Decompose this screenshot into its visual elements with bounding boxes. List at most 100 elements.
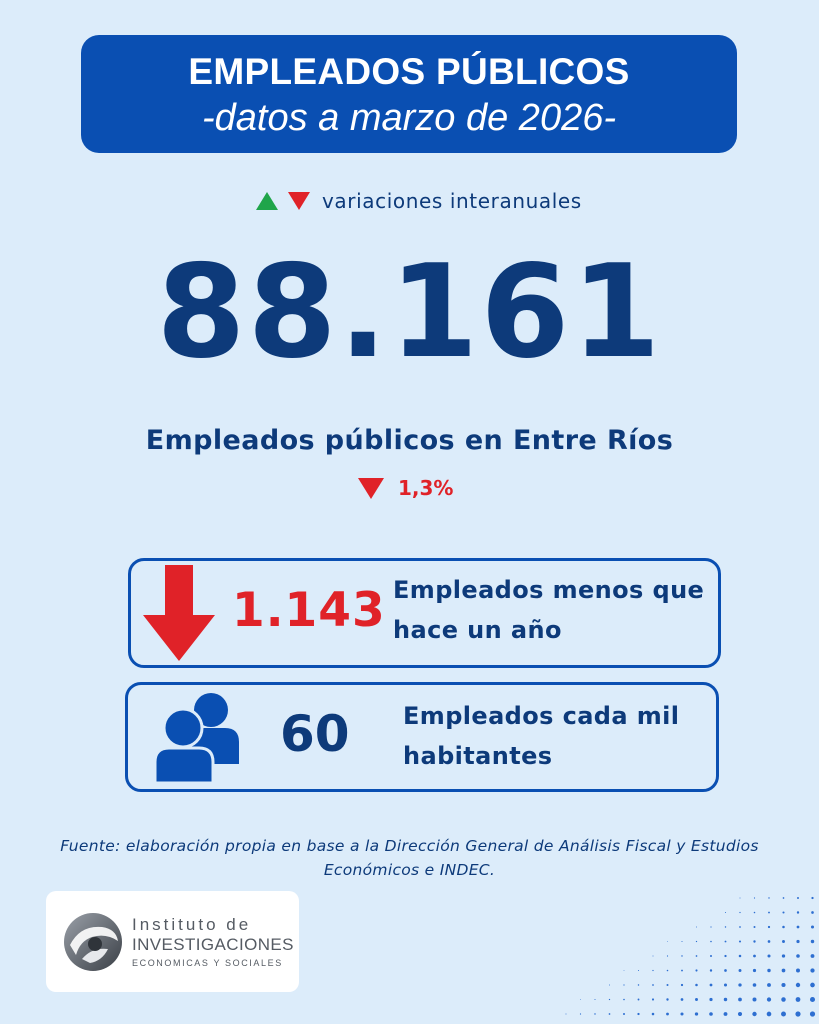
decorative-dot [724, 969, 727, 972]
decorative-dot [695, 955, 698, 957]
decorative-dot [796, 939, 800, 944]
decorative-dot [782, 897, 785, 899]
decorative-dot [753, 954, 756, 958]
decorative-dot [739, 911, 741, 914]
total-employees-value: 88.161 [156, 238, 663, 387]
decorative-dot [810, 982, 815, 988]
decorative-dot [809, 996, 816, 1003]
decorative-dot [767, 925, 771, 929]
decorative-dot [782, 940, 785, 943]
decorative-dot [724, 911, 727, 914]
decorative-dot [766, 997, 772, 1002]
yearly-change: 1,3% [358, 476, 453, 500]
triangle-up-icon [256, 192, 278, 210]
decorative-dot [795, 982, 801, 988]
decorative-dot [580, 999, 581, 1000]
decorative-dot [680, 1012, 684, 1016]
decorative-dot [782, 925, 785, 929]
decorative-dot [796, 925, 800, 929]
decorative-dot [666, 969, 669, 972]
decorative-dot [738, 969, 742, 972]
decorative-dot [710, 926, 712, 928]
total-employees-label: Empleados públicos en Entre Ríos [145, 425, 674, 456]
decorative-dot [579, 1013, 582, 1015]
decorative-dot [608, 1013, 611, 1015]
decorative-dot [810, 954, 815, 958]
title-banner: EMPLEADOS PÚBLICOS -datos a marzo de 202… [81, 35, 737, 153]
decorative-dot [724, 940, 727, 943]
decorative-dot [753, 940, 756, 943]
decorative-dot [623, 984, 625, 986]
decorative-dot [752, 968, 757, 973]
decorative-dot [766, 1011, 772, 1017]
decorative-dot [724, 926, 727, 928]
decorative-dot [810, 939, 815, 944]
decorative-dot [752, 1011, 757, 1017]
decorative-dot [594, 1013, 596, 1015]
decorative-dot [781, 1011, 786, 1017]
decorative-dot [681, 955, 683, 957]
decorative-dot [709, 1012, 713, 1016]
decorative-dot [666, 983, 669, 987]
decorative-dot [795, 997, 801, 1002]
decorative-dot [738, 983, 742, 987]
employees-fewer-value: 1.143 [232, 583, 386, 638]
decorative-dot [695, 940, 698, 943]
decorative-dot [753, 911, 756, 914]
decorative-dot [738, 940, 742, 943]
institute-logo: Instituto de INVESTIGACIONES ECONOMICAS … [46, 891, 299, 992]
decorative-dot [622, 1012, 626, 1016]
decorative-dots [565, 896, 816, 1017]
institute-logo-mark-icon [64, 913, 122, 971]
triangle-down-icon [358, 477, 384, 499]
source-note: Fuente: elaboración propia en base a la … [60, 837, 759, 879]
decorative-dot [723, 997, 728, 1002]
logo-line-2: INVESTIGACIONES [132, 935, 294, 954]
decorative-dot [637, 984, 640, 986]
decorative-dot [811, 896, 814, 900]
legend-label: variaciones interanuales [322, 189, 582, 213]
decorative-dot [652, 955, 654, 957]
arrow-down-icon [143, 565, 215, 661]
yearly-change-value: 1,3% [398, 476, 454, 500]
decorative-dot [739, 897, 741, 899]
decorative-dot [666, 955, 669, 957]
decorative-dot [738, 997, 742, 1002]
decorative-dot [608, 998, 611, 1001]
decorative-dot [737, 1011, 743, 1017]
decorative-dot [767, 968, 771, 973]
decorative-dot [768, 911, 770, 914]
decorative-dot [637, 998, 640, 1001]
decorative-dot [681, 940, 683, 943]
decorative-dot [781, 968, 786, 973]
decorative-dot [709, 983, 713, 987]
decorative-dot [666, 1012, 669, 1016]
decorative-dot [637, 969, 640, 972]
employees-per-thousand-text: Empleados cada mil habitantes [403, 702, 680, 770]
decorative-dot [652, 969, 654, 972]
decorative-dot [710, 955, 712, 957]
decorative-dot [609, 984, 610, 986]
decorative-dot [651, 1012, 655, 1016]
decorative-dot [695, 998, 698, 1001]
decorative-dot [810, 925, 815, 929]
decorative-dot [724, 954, 727, 958]
decorative-dot [723, 983, 728, 987]
decorative-dot [781, 954, 786, 958]
decorative-dot [680, 983, 684, 987]
decorative-dot [694, 1012, 699, 1016]
decorative-dot [623, 998, 625, 1001]
decorative-dot [781, 997, 786, 1002]
decorative-dot [795, 1011, 801, 1017]
decorative-dot [809, 1011, 816, 1017]
decorative-dot [796, 954, 800, 958]
decorative-dot [753, 897, 756, 899]
decorative-dot [782, 911, 785, 914]
employees-per-thousand-value: 60 [280, 705, 350, 763]
decorative-dot [637, 1012, 640, 1016]
decorative-dot [680, 998, 684, 1001]
triangle-down-icon [288, 192, 310, 210]
decorative-dot [811, 911, 814, 914]
decorative-dot [594, 998, 596, 1001]
decorative-dot [753, 926, 756, 928]
